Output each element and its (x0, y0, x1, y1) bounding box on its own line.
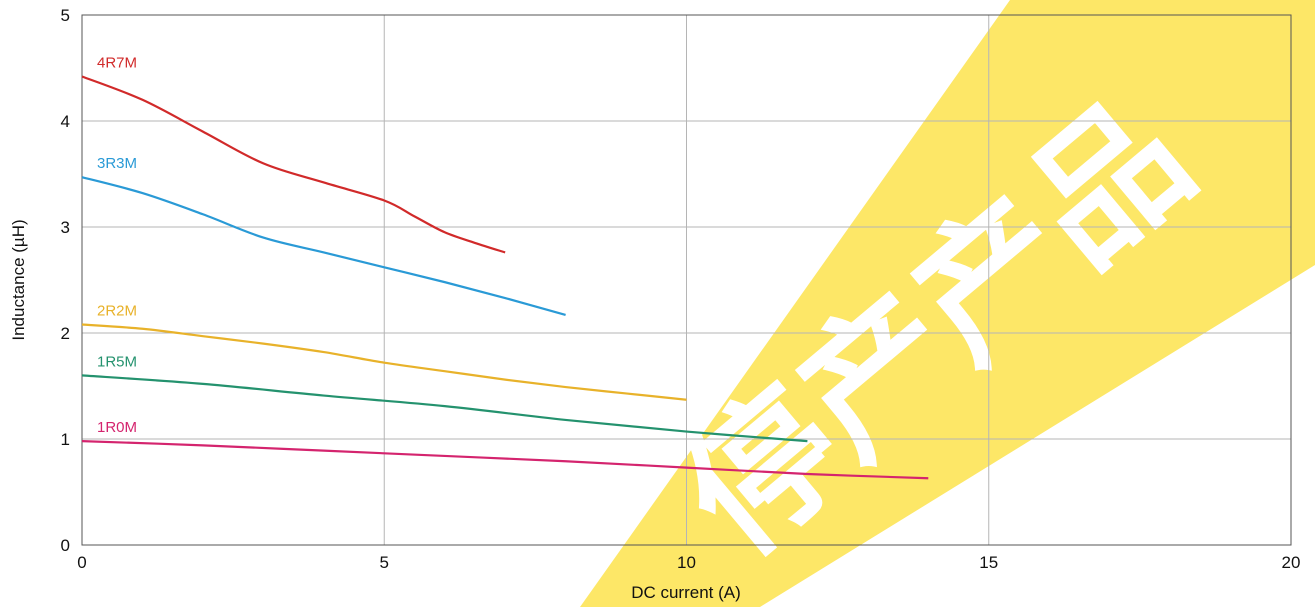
x-tick-labels: 0 5 10 15 20 (77, 553, 1300, 572)
series-line-4r7m (81, 75, 506, 254)
x-tick-label: 10 (677, 553, 696, 572)
x-axis-label: DC current (A) (631, 583, 741, 602)
series-label-3r3m: 3R3M (97, 155, 137, 172)
y-tick-label: 4 (61, 112, 70, 131)
series-line-1r5m (81, 374, 808, 443)
series-line-1r0m (81, 440, 929, 480)
series-line-2r2m (81, 323, 687, 401)
plot-frame (81, 14, 1292, 546)
y-tick-label: 2 (61, 324, 70, 343)
y-tick-label: 3 (61, 218, 70, 237)
y-tick-labels: 0 1 2 3 4 5 (61, 6, 70, 555)
watermark: 停产产品 (580, 0, 1315, 607)
x-tick-label: 20 (1282, 553, 1301, 572)
x-tick-label: 15 (979, 553, 998, 572)
x-tick-label: 5 (380, 553, 389, 572)
series-label-4r7m: 4R7M (97, 54, 137, 71)
series-line-3r3m (81, 176, 566, 317)
y-axis-label: Inductance (µH) (9, 219, 28, 340)
watermark-band (580, 0, 1315, 607)
x-tick-label: 0 (77, 553, 86, 572)
series-lines (81, 75, 929, 480)
series-label-2r2m: 2R2M (97, 303, 137, 320)
y-tick-label: 0 (61, 536, 70, 555)
y-tick-label: 1 (61, 430, 70, 449)
series-label-1r0m: 1R0M (97, 419, 137, 436)
series-label-1r5m: 1R5M (97, 353, 137, 370)
y-tick-label: 5 (61, 6, 70, 25)
series-labels: 4R7M 3R3M 2R2M 1R5M 1R0M (97, 54, 137, 436)
